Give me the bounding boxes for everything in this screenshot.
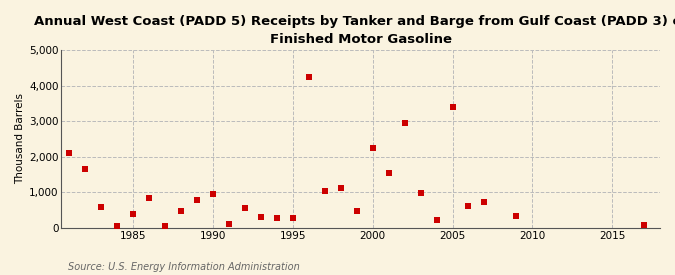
Point [511,214,522,218]
Point [639,222,649,227]
Point [351,208,362,213]
Point [335,186,346,190]
Point [431,218,442,222]
Point [112,224,123,229]
Title: Annual West Coast (PADD 5) Receipts by Tanker and Barge from Gulf Coast (PADD 3): Annual West Coast (PADD 5) Receipts by T… [34,15,675,46]
Point [383,171,394,176]
Point [415,191,426,196]
Point [128,212,138,216]
Point [304,75,315,79]
Point [208,192,219,196]
Point [240,206,250,210]
Point [176,208,186,213]
Point [367,146,378,150]
Point [64,151,75,155]
Point [192,198,202,202]
Point [319,189,330,194]
Point [271,216,282,221]
Y-axis label: Thousand Barrels: Thousand Barrels [15,94,25,185]
Point [447,105,458,109]
Point [160,224,171,229]
Point [256,215,267,219]
Point [463,204,474,208]
Point [223,221,234,226]
Point [96,205,107,210]
Text: Source: U.S. Energy Information Administration: Source: U.S. Energy Information Administ… [68,262,299,272]
Point [144,196,155,201]
Point [399,121,410,125]
Point [80,167,90,171]
Point [479,200,490,204]
Point [288,216,298,221]
